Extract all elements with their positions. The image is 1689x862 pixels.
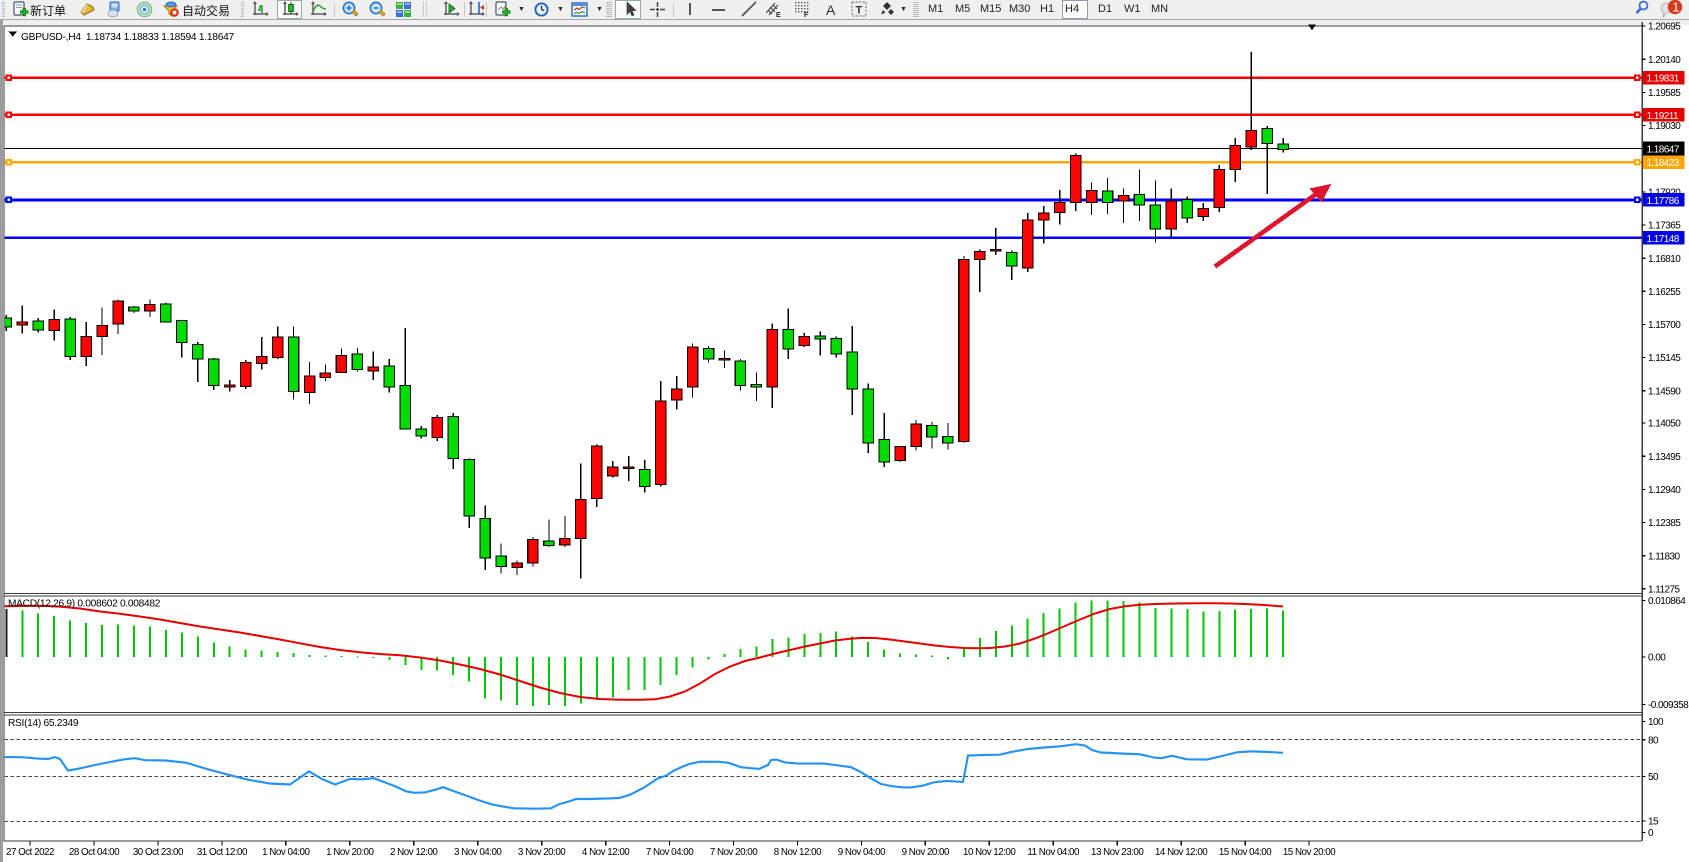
svg-text:GBPUSD-,H4 1.18734 1.18833 1.: GBPUSD-,H4 1.18734 1.18833 1.18594 1.186…	[21, 32, 235, 43]
svg-text:1 Nov 20:00: 1 Nov 20:00	[326, 847, 374, 858]
svg-text:1.14050: 1.14050	[1648, 419, 1681, 430]
svg-text:27 Oct 2022: 27 Oct 2022	[6, 847, 54, 858]
svg-text:7 Nov 20:00: 7 Nov 20:00	[710, 847, 758, 858]
svg-text:1.12385: 1.12385	[1648, 518, 1681, 529]
svg-text:15 Nov 04:00: 15 Nov 04:00	[1219, 847, 1272, 858]
svg-text:9 Nov 04:00: 9 Nov 04:00	[838, 847, 886, 858]
svg-text:13 Nov 23:00: 13 Nov 23:00	[1091, 847, 1144, 858]
svg-text:100: 100	[1648, 717, 1664, 728]
svg-text:1.16810: 1.16810	[1648, 254, 1681, 265]
svg-text:1.20140: 1.20140	[1648, 55, 1681, 66]
svg-text:1 Nov 04:00: 1 Nov 04:00	[262, 847, 310, 858]
svg-text:1.17365: 1.17365	[1648, 221, 1681, 232]
svg-text:50: 50	[1648, 772, 1659, 783]
svg-text:1.18647: 1.18647	[1647, 144, 1680, 155]
svg-text:1.15145: 1.15145	[1648, 353, 1681, 364]
svg-text:MACD(12,26,9) 0.008602 0.00848: MACD(12,26,9) 0.008602 0.008482	[8, 599, 161, 610]
svg-text:1.11275: 1.11275	[1648, 584, 1681, 595]
svg-text:15: 15	[1648, 817, 1659, 828]
svg-text:1.14590: 1.14590	[1648, 386, 1681, 397]
svg-text:28 Oct 04:00: 28 Oct 04:00	[69, 847, 120, 858]
svg-text:7 Nov 04:00: 7 Nov 04:00	[646, 847, 694, 858]
svg-text:15 Nov 20:00: 15 Nov 20:00	[1283, 847, 1336, 858]
svg-text:14 Nov 12:00: 14 Nov 12:00	[1155, 847, 1208, 858]
svg-text:1.19211: 1.19211	[1647, 111, 1680, 122]
svg-text:1.12940: 1.12940	[1648, 485, 1681, 496]
svg-text:1.19831: 1.19831	[1647, 74, 1680, 85]
svg-text:-0.009358: -0.009358	[1648, 700, 1689, 711]
svg-text:10 Nov 12:00: 10 Nov 12:00	[963, 847, 1016, 858]
svg-text:11 Nov 04:00: 11 Nov 04:00	[1027, 847, 1080, 858]
svg-text:4 Nov 12:00: 4 Nov 12:00	[582, 847, 630, 858]
svg-text:1.20695: 1.20695	[1648, 22, 1681, 33]
svg-text:0.00: 0.00	[1648, 653, 1666, 664]
svg-text:9 Nov 20:00: 9 Nov 20:00	[902, 847, 950, 858]
svg-text:1.17148: 1.17148	[1647, 234, 1680, 245]
svg-text:3 Nov 04:00: 3 Nov 04:00	[454, 847, 502, 858]
svg-text:1.19585: 1.19585	[1648, 88, 1681, 99]
svg-text:3 Nov 20:00: 3 Nov 20:00	[518, 847, 566, 858]
svg-text:T: T	[856, 5, 863, 17]
svg-text:1.17786: 1.17786	[1647, 196, 1680, 207]
svg-text:1: 1	[1672, 0, 1679, 15]
svg-text:1.16255: 1.16255	[1648, 287, 1681, 298]
svg-text:1.11830: 1.11830	[1648, 551, 1681, 562]
svg-text:1.17920: 1.17920	[1648, 188, 1681, 199]
svg-text:1.19030: 1.19030	[1648, 121, 1681, 132]
svg-text:E: E	[776, 12, 781, 18]
svg-text:8 Nov 12:00: 8 Nov 12:00	[774, 847, 822, 858]
svg-text:30 Oct 23:00: 30 Oct 23:00	[133, 847, 184, 858]
svg-text:1.13495: 1.13495	[1648, 452, 1681, 463]
svg-text:2 Nov 12:00: 2 Nov 12:00	[390, 847, 438, 858]
svg-text:1.18423: 1.18423	[1647, 158, 1680, 169]
svg-text:RSI(14) 65.2349: RSI(14) 65.2349	[8, 718, 79, 729]
svg-text:0: 0	[1648, 828, 1654, 839]
svg-text:1.15700: 1.15700	[1648, 320, 1681, 331]
svg-text:F: F	[804, 12, 809, 18]
svg-text:31 Oct 12:00: 31 Oct 12:00	[197, 847, 248, 858]
svg-text:80: 80	[1648, 735, 1659, 746]
svg-text:0.010864: 0.010864	[1648, 596, 1686, 607]
